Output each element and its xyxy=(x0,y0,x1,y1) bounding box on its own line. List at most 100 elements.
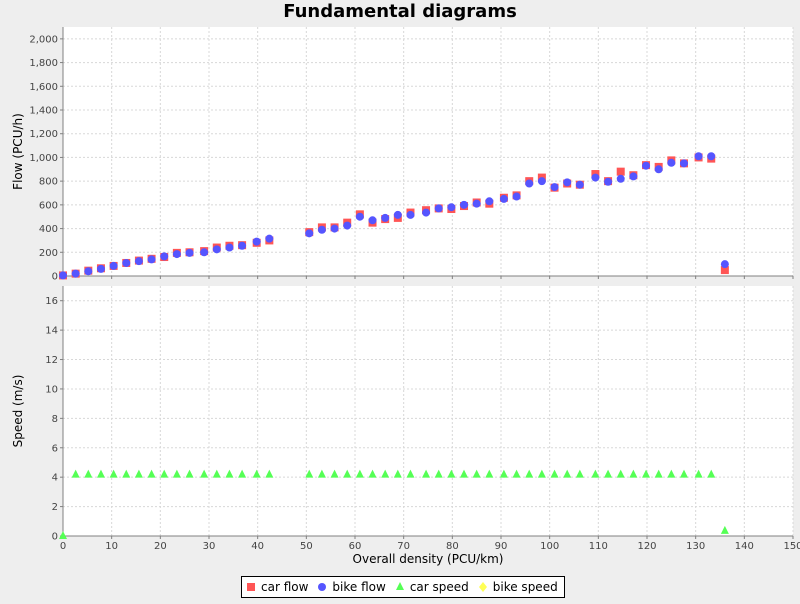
data-point xyxy=(472,469,481,478)
data-point xyxy=(694,469,703,478)
data-point xyxy=(134,469,143,478)
data-point xyxy=(406,210,415,219)
data-point xyxy=(667,158,676,167)
legend-label: bike speed xyxy=(492,580,558,594)
x-tick-label: 40 xyxy=(251,541,264,552)
data-point xyxy=(343,221,352,230)
data-point xyxy=(642,161,651,170)
data-point xyxy=(616,469,625,478)
data-point xyxy=(265,469,274,478)
y-tick-label: 6 xyxy=(52,443,58,454)
data-point xyxy=(447,203,456,212)
x-tick-label: 30 xyxy=(203,541,216,552)
y-tick-label: 800 xyxy=(39,177,58,188)
data-point xyxy=(525,179,534,188)
data-point xyxy=(550,469,559,478)
data-point xyxy=(109,261,118,270)
data-point xyxy=(381,469,390,478)
chart-title: Fundamental diagrams xyxy=(283,1,517,22)
data-point xyxy=(330,469,339,478)
data-point xyxy=(604,177,613,186)
x-tick-label: 50 xyxy=(300,541,313,552)
y-tick-label: 1,400 xyxy=(29,106,58,117)
data-point xyxy=(71,269,80,278)
x-tick-label: 120 xyxy=(637,541,656,552)
data-point xyxy=(434,204,443,213)
data-point xyxy=(616,167,625,176)
data-point xyxy=(160,252,169,261)
data-point xyxy=(172,469,181,478)
data-point xyxy=(84,469,93,478)
data-point xyxy=(212,245,221,254)
data-point xyxy=(629,172,638,181)
x-tick-label: 140 xyxy=(735,541,754,552)
data-point xyxy=(160,469,169,478)
data-point xyxy=(472,199,481,208)
data-point xyxy=(393,210,402,219)
triangle-marker-icon xyxy=(395,582,404,590)
y-tick-label: 0 xyxy=(52,532,58,543)
series-bike-flow xyxy=(59,152,729,280)
data-point xyxy=(707,152,716,161)
data-point xyxy=(59,271,67,280)
chart-legend: car flow bike flow car speed bike speed xyxy=(241,576,565,598)
data-point xyxy=(305,229,314,238)
y-axis-label: Flow (PCU/h) xyxy=(11,113,25,190)
data-point xyxy=(406,469,415,478)
data-point xyxy=(252,237,261,246)
data-point xyxy=(422,469,431,478)
x-tick-label: 90 xyxy=(495,541,508,552)
plot-area xyxy=(63,286,793,536)
data-point xyxy=(96,264,105,273)
data-point xyxy=(537,469,546,478)
x-tick-label: 110 xyxy=(589,541,608,552)
legend-item: bike speed xyxy=(478,580,558,594)
data-point xyxy=(563,178,572,187)
legend-item: bike flow xyxy=(317,580,386,594)
data-point xyxy=(525,469,534,478)
y-tick-label: 600 xyxy=(39,200,58,211)
data-point xyxy=(563,469,572,478)
y-axis-label: Speed (m/s) xyxy=(11,375,25,448)
x-tick-label: 150 xyxy=(783,541,800,552)
x-tick-label: 100 xyxy=(540,541,559,552)
data-point xyxy=(109,469,118,478)
data-point xyxy=(71,469,80,478)
x-tick-label: 130 xyxy=(686,541,705,552)
data-point xyxy=(485,197,494,206)
data-point xyxy=(59,531,67,539)
y-tick-label: 2 xyxy=(52,502,58,513)
y-tick-label: 12 xyxy=(45,355,58,366)
x-axis-label: Overall density (PCU/km) xyxy=(353,552,504,566)
x-tick-label: 70 xyxy=(397,541,410,552)
data-point xyxy=(720,266,729,275)
data-point xyxy=(550,183,559,192)
data-point xyxy=(460,469,469,478)
data-point xyxy=(694,152,703,161)
data-point xyxy=(122,469,131,478)
square-marker-icon xyxy=(247,583,255,591)
data-point xyxy=(485,469,494,478)
legend-item: car speed xyxy=(395,580,469,594)
data-point xyxy=(537,177,546,186)
data-point xyxy=(225,243,234,252)
data-point xyxy=(679,159,688,168)
data-point xyxy=(355,469,364,478)
y-tick-label: 14 xyxy=(45,326,58,337)
legend-marker xyxy=(318,583,327,591)
data-point xyxy=(499,194,508,203)
data-point xyxy=(604,469,613,478)
data-point xyxy=(355,212,364,221)
data-point xyxy=(84,267,93,276)
data-point xyxy=(185,248,194,257)
diamond-marker-icon xyxy=(478,582,487,592)
data-point xyxy=(147,469,156,478)
y-tick-label: 200 xyxy=(39,248,58,259)
x-tick-label: 20 xyxy=(154,541,167,552)
legend-marker xyxy=(395,582,404,590)
x-tick-label: 0 xyxy=(60,541,66,552)
data-point xyxy=(368,469,377,478)
data-point xyxy=(238,241,247,250)
data-point xyxy=(591,173,600,182)
data-point xyxy=(707,469,716,478)
